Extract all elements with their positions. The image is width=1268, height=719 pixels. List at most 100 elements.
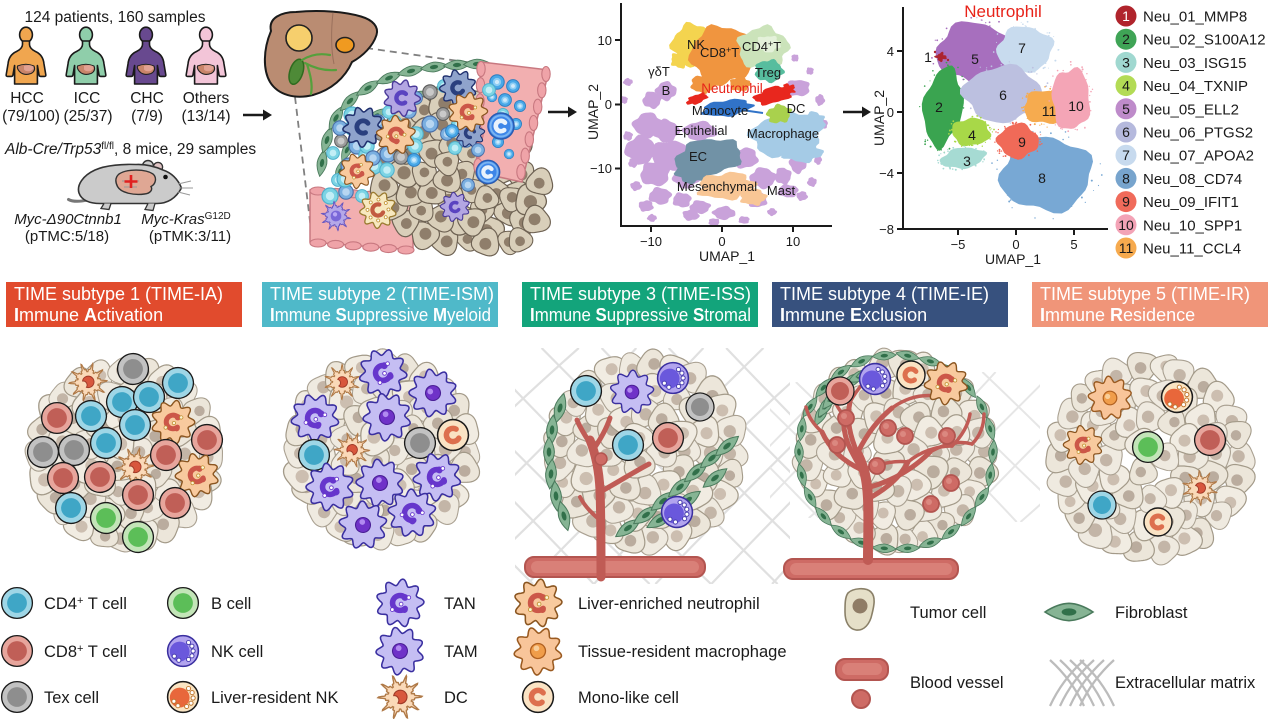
svg-text:Myc-KrasG12D: Myc-KrasG12D	[141, 211, 230, 228]
svg-text:10: 10	[598, 33, 612, 48]
svg-text:7: 7	[1018, 40, 1026, 56]
svg-text:5: 5	[1122, 101, 1130, 117]
svg-text:3: 3	[1122, 54, 1130, 70]
svg-text:Tumor cell: Tumor cell	[910, 604, 986, 622]
svg-text:10: 10	[786, 234, 800, 249]
svg-text:B cell: B cell	[211, 595, 251, 613]
svg-text:1: 1	[1122, 8, 1130, 24]
svg-text:8: 8	[1038, 170, 1046, 186]
svg-text:TIME subtype 3 (TIME-ISS): TIME subtype 3 (TIME-ISS)	[530, 284, 751, 304]
svg-text:1: 1	[924, 49, 932, 65]
svg-text:DC: DC	[444, 689, 468, 707]
svg-text:Immune Suppressive Myeloid: Immune Suppressive Myeloid	[270, 305, 491, 325]
svg-text:−8: −8	[879, 222, 894, 237]
svg-text:−10: −10	[590, 161, 612, 176]
svg-text:Neu_06_PTGS2: Neu_06_PTGS2	[1143, 125, 1253, 142]
svg-text:ICC: ICC	[74, 90, 101, 107]
svg-text:UMAP_1: UMAP_1	[985, 251, 1041, 267]
svg-text:B: B	[662, 83, 671, 98]
svg-text:9: 9	[1018, 134, 1026, 150]
svg-text:10: 10	[1118, 217, 1134, 233]
svg-text:Mono-like cell: Mono-like cell	[578, 689, 679, 707]
svg-text:NK cell: NK cell	[211, 643, 263, 661]
svg-text:Alb-Cre/Trp53fl/fl, 8 mice, 29: Alb-Cre/Trp53fl/fl, 8 mice, 29 samples	[4, 141, 256, 158]
svg-text:Immune Exclusion: Immune Exclusion	[780, 305, 927, 325]
svg-text:Immune Suppressive Stromal: Immune Suppressive Stromal	[530, 305, 751, 325]
svg-text:−10: −10	[640, 234, 662, 249]
svg-text:EC: EC	[689, 149, 707, 164]
svg-text:124 patients, 160 samples: 124 patients, 160 samples	[25, 9, 206, 26]
svg-text:4: 4	[1122, 78, 1130, 94]
svg-text:8: 8	[1122, 170, 1130, 186]
svg-text:Neu_02_S100A12: Neu_02_S100A12	[1143, 32, 1266, 49]
svg-text:Neu_08_CD74: Neu_08_CD74	[1143, 171, 1242, 188]
svg-text:Neu_03_ISG15: Neu_03_ISG15	[1143, 55, 1246, 72]
svg-text:Treg: Treg	[755, 65, 781, 80]
svg-text:UMAP_2: UMAP_2	[585, 84, 601, 140]
svg-text:CD4+ T cell: CD4+ T cell	[44, 595, 127, 613]
svg-text:Others: Others	[183, 90, 230, 107]
svg-text:TIME subtype 5 (TIME-IR): TIME subtype 5 (TIME-IR)	[1040, 284, 1250, 304]
svg-text:TAN: TAN	[444, 595, 476, 613]
svg-text:2: 2	[1122, 31, 1130, 47]
svg-text:(25/37): (25/37)	[63, 108, 112, 125]
svg-text:0: 0	[887, 105, 894, 120]
svg-text:CHC: CHC	[130, 90, 164, 107]
svg-text:TIME subtype 1 (TIME-IA): TIME subtype 1 (TIME-IA)	[14, 284, 223, 304]
svg-text:CD8+T: CD8+T	[700, 45, 739, 60]
svg-text:Neutrophil: Neutrophil	[964, 2, 1042, 21]
svg-text:0: 0	[1012, 237, 1019, 252]
svg-text:2: 2	[935, 99, 943, 115]
svg-text:10: 10	[1068, 98, 1084, 114]
svg-text:4: 4	[968, 127, 976, 143]
svg-text:Neu_10_SPP1: Neu_10_SPP1	[1143, 217, 1242, 234]
svg-text:Fibroblast: Fibroblast	[1115, 604, 1188, 622]
svg-text:Neu_05_ELL2: Neu_05_ELL2	[1143, 101, 1239, 118]
svg-text:−4: −4	[879, 166, 894, 181]
svg-text:NK: NK	[687, 37, 705, 52]
svg-text:−5: −5	[951, 237, 966, 252]
svg-text:11: 11	[1119, 240, 1134, 256]
svg-text:7: 7	[1122, 147, 1130, 163]
svg-text:Tissue-resident macrophage: Tissue-resident macrophage	[578, 643, 787, 661]
svg-text:Extracellular matrix: Extracellular matrix	[1115, 674, 1256, 692]
svg-text:Myc-Δ90Ctnnb1: Myc-Δ90Ctnnb1	[14, 211, 122, 228]
svg-text:0: 0	[605, 97, 612, 112]
svg-text:UMAP_2: UMAP_2	[871, 90, 887, 146]
svg-text:Neu_09_IFIT1: Neu_09_IFIT1	[1143, 194, 1239, 211]
svg-text:(79/100): (79/100)	[2, 108, 60, 125]
svg-text:Immune Activation: Immune Activation	[14, 305, 163, 325]
svg-text:TAM: TAM	[444, 643, 478, 661]
svg-text:Mast: Mast	[767, 183, 796, 198]
svg-text:5: 5	[971, 51, 979, 67]
svg-text:TIME subtype 2 (TIME-ISM): TIME subtype 2 (TIME-ISM)	[270, 284, 494, 304]
svg-text:9: 9	[1122, 194, 1130, 210]
svg-text:TIME subtype 4 (TIME-IE): TIME subtype 4 (TIME-IE)	[780, 284, 989, 304]
svg-text:Neu_11_CCL4: Neu_11_CCL4	[1143, 241, 1241, 258]
svg-text:γδT: γδT	[648, 64, 670, 79]
svg-text:Epithelial: Epithelial	[675, 123, 728, 138]
svg-text:Neu_01_MMP8: Neu_01_MMP8	[1143, 9, 1247, 26]
svg-text:Tex cell: Tex cell	[44, 689, 99, 707]
svg-text:Neutrophil: Neutrophil	[701, 81, 763, 96]
svg-text:Neu_07_APOA2: Neu_07_APOA2	[1143, 148, 1254, 165]
svg-text:Liver-enriched neutrophil: Liver-enriched neutrophil	[578, 595, 760, 613]
svg-text:Neu_04_TXNIP: Neu_04_TXNIP	[1143, 78, 1248, 95]
svg-text:(13/14): (13/14)	[181, 108, 230, 125]
svg-text:4: 4	[887, 44, 894, 59]
svg-text:Immune Residence: Immune Residence	[1040, 305, 1195, 325]
svg-text:Macrophage: Macrophage	[747, 126, 819, 141]
svg-text:3: 3	[963, 153, 971, 169]
svg-text:(pTMK:3/11): (pTMK:3/11)	[149, 228, 231, 245]
svg-text:CD8+ T cell: CD8+ T cell	[44, 643, 127, 661]
svg-text:HCC: HCC	[10, 90, 44, 107]
svg-text:DC: DC	[787, 101, 806, 116]
svg-text:0: 0	[718, 234, 725, 249]
svg-text:UMAP_1: UMAP_1	[699, 248, 755, 264]
svg-text:6: 6	[1122, 124, 1130, 140]
svg-text:Monocyte: Monocyte	[692, 103, 748, 118]
svg-text:11: 11	[1042, 103, 1057, 119]
svg-text:5: 5	[1070, 237, 1077, 252]
svg-text:(pTMC:5/18): (pTMC:5/18)	[25, 228, 109, 245]
svg-text:Blood vessel: Blood vessel	[910, 674, 1004, 692]
